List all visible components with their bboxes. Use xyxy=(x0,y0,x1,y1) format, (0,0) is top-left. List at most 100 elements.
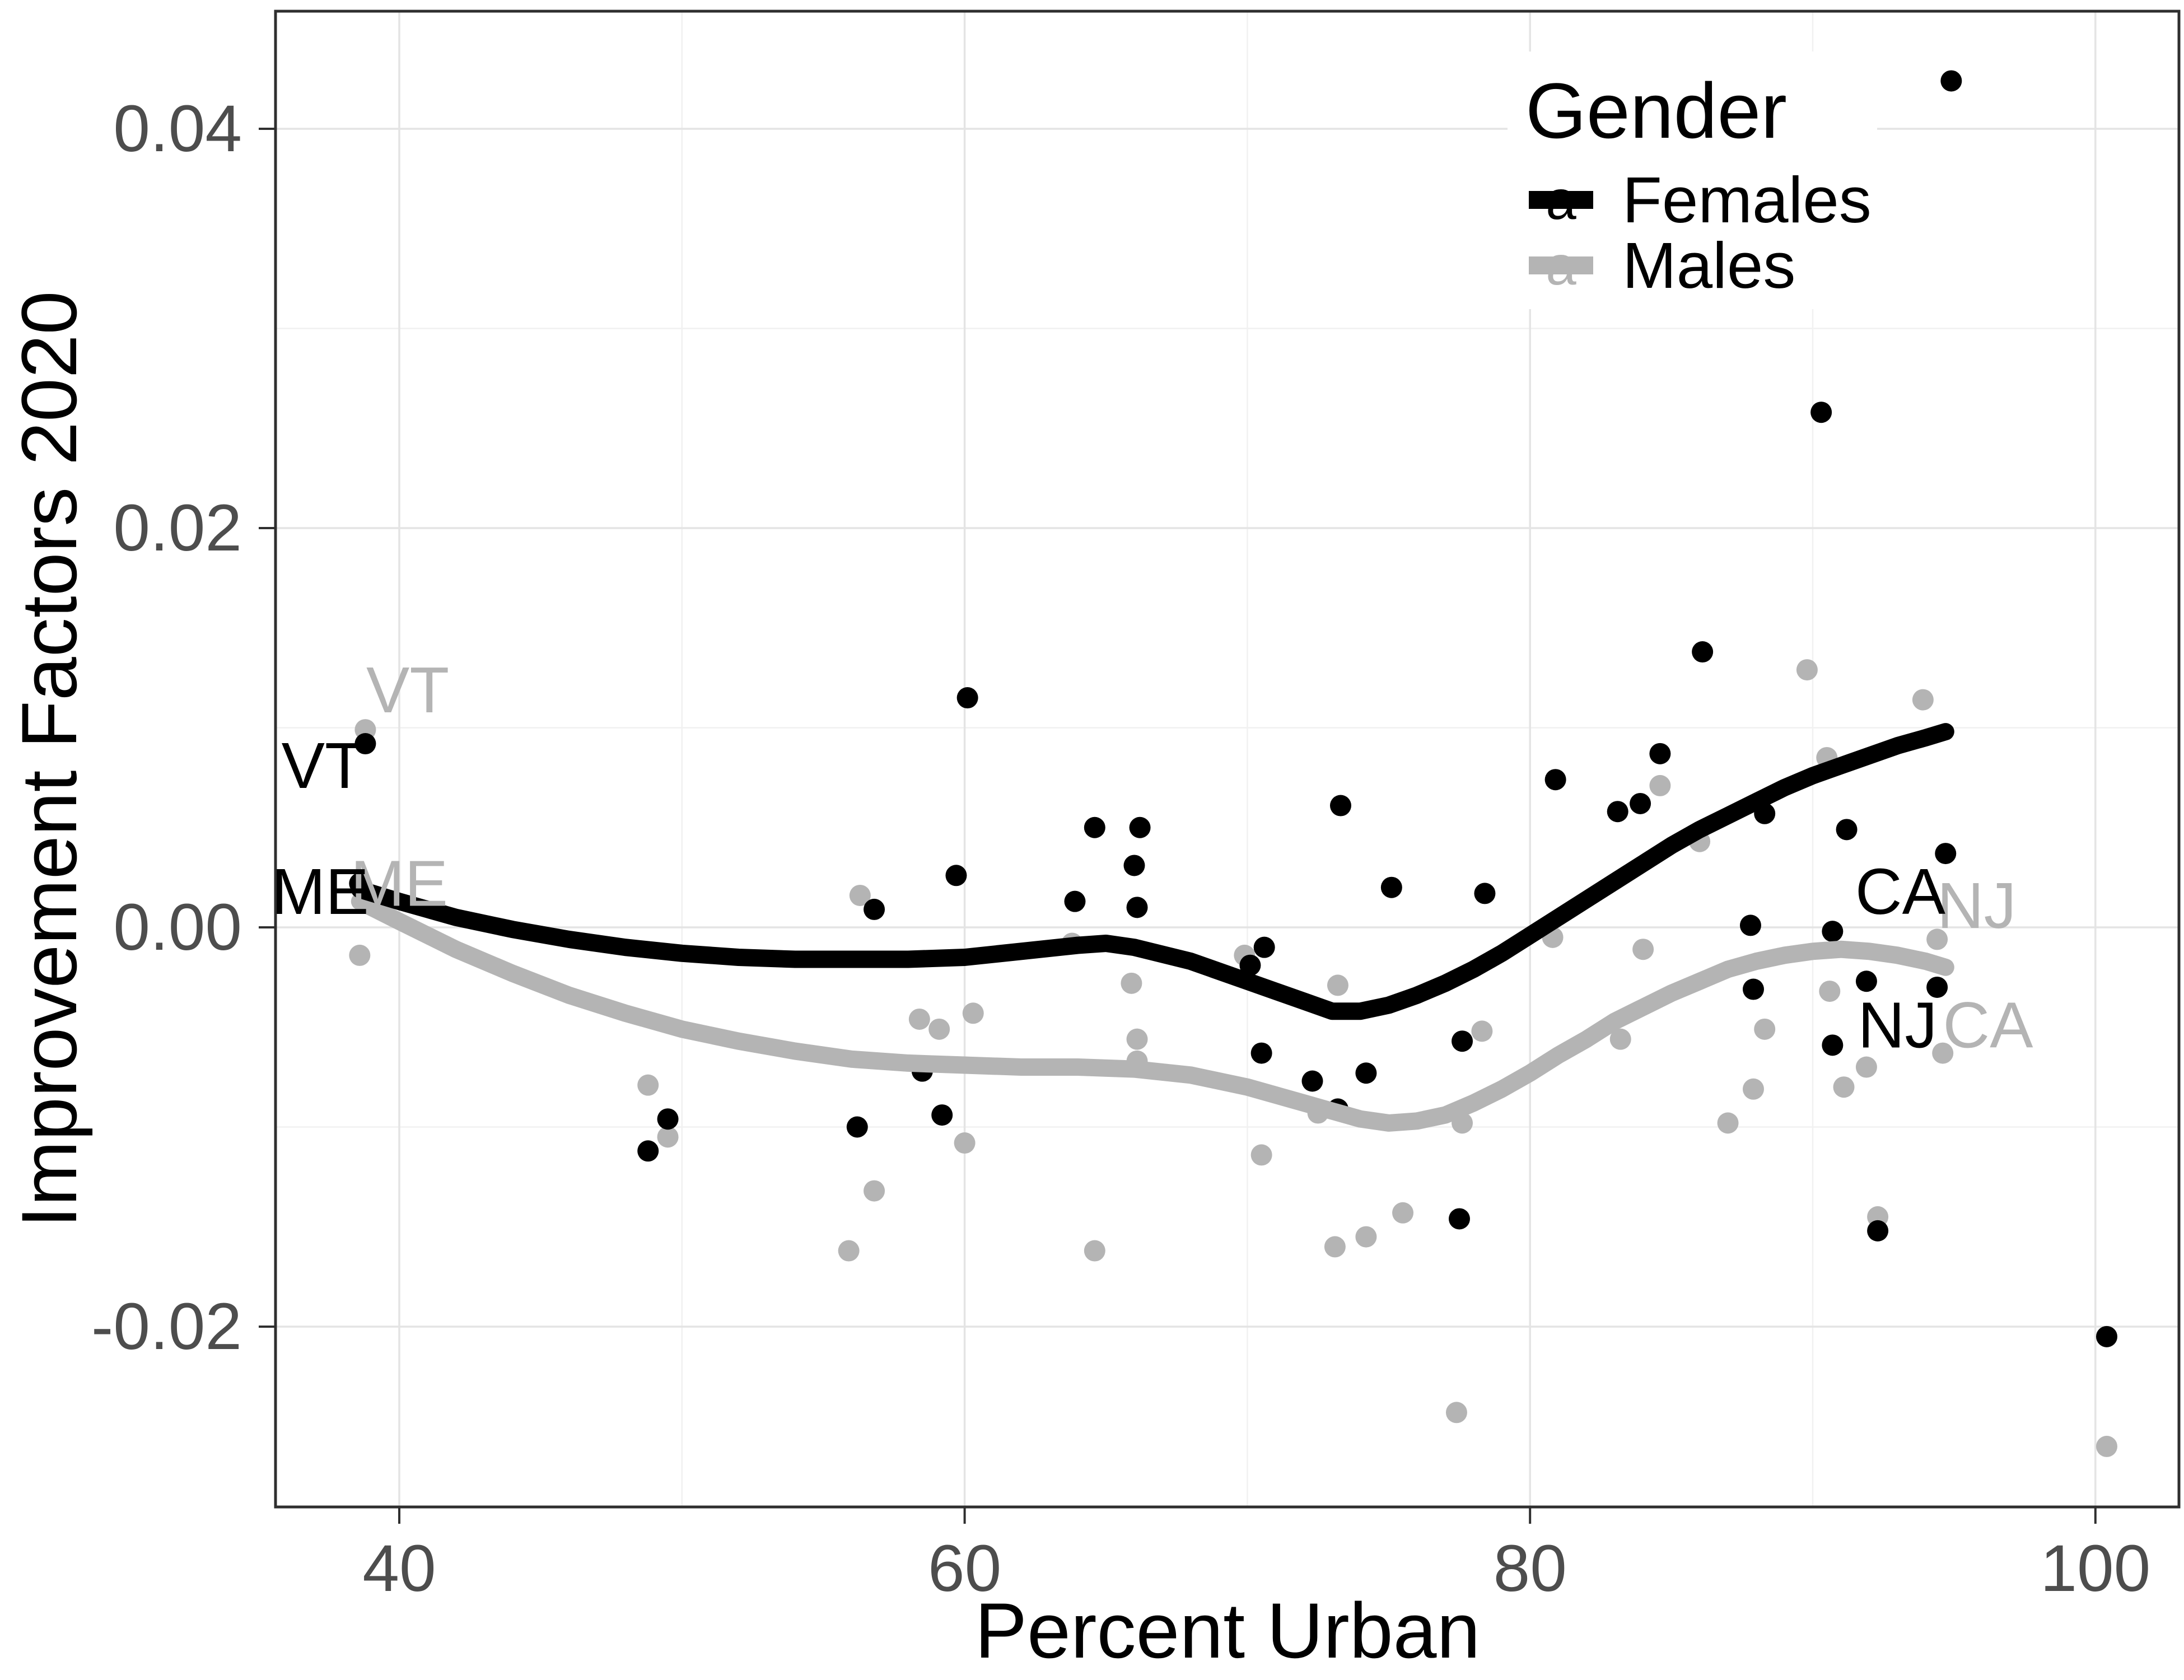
males-point xyxy=(928,1018,950,1040)
females-point xyxy=(846,1116,868,1138)
males-point xyxy=(1355,1226,1377,1248)
males-point xyxy=(1796,659,1818,681)
males-point xyxy=(962,1002,984,1024)
males-point xyxy=(1833,1076,1855,1098)
legend-label-females: Females xyxy=(1622,164,1872,236)
females-point xyxy=(864,898,885,920)
females-point xyxy=(1355,1062,1377,1084)
males-point xyxy=(1250,1144,1272,1166)
state-label: VT xyxy=(282,729,365,802)
males-point xyxy=(1121,972,1142,994)
females-point xyxy=(1649,743,1671,764)
females-smooth-line xyxy=(351,723,1954,1020)
legend-item-males[interactable]: a Males xyxy=(1529,229,1795,302)
males-point xyxy=(1632,939,1654,960)
legend-label-males: Males xyxy=(1622,229,1796,302)
state-label: VT xyxy=(366,654,449,726)
state-label: ME xyxy=(272,855,369,928)
females-point xyxy=(1253,936,1275,958)
males-smooth-line xyxy=(351,893,1954,1132)
males-point xyxy=(1126,1028,1148,1050)
y-tick-label: 0.04 xyxy=(113,92,242,166)
females-point xyxy=(1855,970,1877,992)
legend-key-females-icon: a xyxy=(1529,168,1593,232)
males-point xyxy=(1609,1028,1631,1050)
legend-item-females[interactable]: a Females xyxy=(1529,164,1872,236)
males-point xyxy=(637,1074,659,1096)
females-point xyxy=(1126,897,1148,918)
females-point xyxy=(1301,1070,1323,1092)
males-point xyxy=(1445,1402,1467,1424)
females-point xyxy=(1739,914,1761,936)
x-tick-label: 80 xyxy=(1494,1532,1567,1606)
legend: Gender a Females a Males xyxy=(1508,52,1877,309)
text-key-glyph: a xyxy=(1546,235,1576,296)
males-point xyxy=(1926,928,1948,950)
males-point xyxy=(1392,1202,1414,1224)
y-tick-label: 0.02 xyxy=(113,491,242,565)
x-tick-label: 60 xyxy=(928,1532,1001,1606)
females-point xyxy=(931,1104,953,1126)
females-point xyxy=(1129,816,1151,838)
females-point xyxy=(1084,816,1105,838)
females-point xyxy=(1380,876,1402,898)
x-axis-title: Percent Urban xyxy=(974,1586,1481,1674)
males-point xyxy=(1084,1240,1105,1262)
males-point xyxy=(1742,1078,1764,1100)
females-point xyxy=(1822,1034,1844,1056)
state-label: NJ xyxy=(1937,869,2017,942)
females-point xyxy=(1474,883,1496,904)
females-point xyxy=(657,1108,679,1130)
females-point xyxy=(956,687,978,709)
y-axis-title: Improvement Factors 2020 xyxy=(5,291,93,1228)
males-point xyxy=(1649,774,1671,796)
females-point xyxy=(1123,855,1145,876)
males-point xyxy=(849,884,871,906)
males-point xyxy=(1912,689,1934,711)
y-tick-label: -0.02 xyxy=(91,1290,242,1364)
males-point xyxy=(908,1008,930,1030)
males-point xyxy=(1819,981,1841,1002)
females-point xyxy=(1607,801,1628,823)
females-point xyxy=(2096,1326,2117,1347)
x-tick-label: 40 xyxy=(362,1532,436,1606)
males-point xyxy=(838,1240,860,1262)
females-point xyxy=(1810,402,1832,423)
females-point xyxy=(1544,769,1566,791)
females-point xyxy=(1822,921,1844,942)
females-point xyxy=(1836,819,1858,841)
x-tick-label: 100 xyxy=(2040,1532,2150,1606)
females-point xyxy=(354,733,376,755)
y-tick-label: 0.00 xyxy=(113,890,242,964)
state-label: CA xyxy=(1855,855,1946,928)
smooth-line-key-icon xyxy=(1529,256,1593,274)
males-point xyxy=(1932,1042,1954,1064)
males-point xyxy=(1327,974,1348,996)
males-point xyxy=(2096,1435,2117,1457)
females-point xyxy=(1935,843,1957,865)
legend-key-males-icon: a xyxy=(1529,234,1593,298)
males-point xyxy=(1324,1236,1346,1258)
males-point xyxy=(954,1132,976,1154)
females-point xyxy=(945,865,967,886)
state-label: ME xyxy=(351,847,448,920)
females-point xyxy=(1940,70,1962,92)
females-point xyxy=(1742,978,1764,1000)
panel-border xyxy=(274,10,2181,1509)
females-point xyxy=(1329,795,1351,816)
smooth-line-key-icon xyxy=(1529,191,1593,209)
state-label: NJ xyxy=(1858,989,1938,1062)
females-point xyxy=(1630,792,1651,814)
males-point xyxy=(1855,1056,1877,1078)
males-point xyxy=(864,1180,885,1202)
males-point xyxy=(657,1126,679,1148)
females-point xyxy=(1926,976,1948,998)
males-point xyxy=(1471,1020,1493,1042)
females-point xyxy=(637,1140,659,1162)
state-label: CA xyxy=(1943,989,2033,1062)
females-point xyxy=(1239,954,1261,976)
males-point xyxy=(349,944,371,966)
females-point xyxy=(1692,641,1714,663)
